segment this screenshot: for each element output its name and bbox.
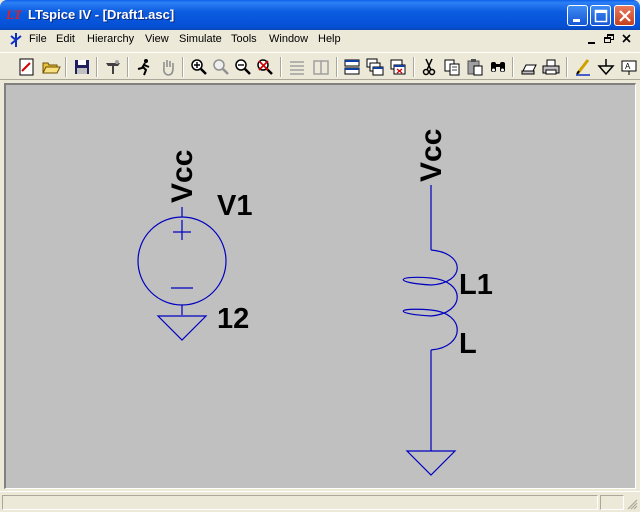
menu-file[interactable]: File bbox=[29, 33, 47, 45]
resize-grip-icon[interactable] bbox=[626, 498, 638, 510]
draw-wire-button[interactable] bbox=[573, 57, 593, 77]
cascade-button[interactable] bbox=[365, 57, 385, 77]
zoom-area-button[interactable] bbox=[211, 57, 231, 77]
open-folder-icon bbox=[41, 57, 61, 77]
v1-net-flag: Vcc bbox=[166, 150, 199, 203]
label-net-icon: A bbox=[619, 57, 639, 77]
status-pane-main bbox=[2, 495, 598, 510]
svg-text:A: A bbox=[625, 62, 631, 71]
schematic-drawing[interactable]: Vcc V1 12 Vcc L1 L bbox=[6, 85, 635, 488]
v1-name-label: V1 bbox=[217, 190, 252, 222]
doc-minimize-button[interactable] bbox=[584, 32, 600, 47]
toolbar: A bbox=[0, 52, 640, 80]
save-icon bbox=[72, 57, 92, 77]
close-button[interactable] bbox=[614, 5, 635, 26]
zoom-in-icon bbox=[189, 57, 209, 77]
open-button[interactable] bbox=[41, 57, 61, 77]
cut-icon bbox=[419, 57, 439, 77]
maximize-icon bbox=[591, 6, 612, 27]
l1-name-label: L1 bbox=[459, 269, 493, 301]
voltage-source-v1[interactable] bbox=[138, 207, 226, 340]
schematic-doc-icon[interactable] bbox=[8, 32, 24, 48]
ground-button[interactable] bbox=[596, 57, 616, 77]
print-button[interactable] bbox=[541, 57, 561, 77]
cascade-icon bbox=[365, 57, 385, 77]
close-icon bbox=[615, 6, 636, 27]
tile-windows-icon bbox=[342, 57, 362, 77]
pan-hand-icon bbox=[158, 57, 178, 77]
zoom-fit-button[interactable] bbox=[255, 57, 275, 77]
l1-net-flag: Vcc bbox=[415, 129, 448, 182]
l1-value-label: L bbox=[459, 328, 477, 360]
pan-button[interactable] bbox=[158, 57, 178, 77]
close-all-button[interactable] bbox=[388, 57, 408, 77]
schematic-canvas[interactable]: Vcc V1 12 Vcc L1 L bbox=[4, 83, 636, 489]
control-panel-button[interactable] bbox=[103, 57, 123, 77]
zoom-out-button[interactable] bbox=[233, 57, 253, 77]
title-bar[interactable]: LT LTspice IV - [Draft1.asc] bbox=[0, 0, 640, 30]
new-schematic-icon bbox=[17, 57, 37, 77]
menu-hierarchy[interactable]: Hierarchy bbox=[87, 33, 134, 45]
v1-value-label: 12 bbox=[217, 303, 249, 335]
zoom-area-icon bbox=[211, 57, 231, 77]
control-panel-icon bbox=[103, 57, 123, 77]
find-button[interactable] bbox=[488, 57, 508, 77]
paste-button[interactable] bbox=[465, 57, 485, 77]
copy-icon bbox=[442, 57, 462, 77]
run-button[interactable] bbox=[134, 57, 154, 77]
tile-windows-button[interactable] bbox=[342, 57, 362, 77]
menu-view[interactable]: View bbox=[145, 33, 169, 45]
zoom-out-icon bbox=[233, 57, 253, 77]
label-net-button[interactable]: A bbox=[619, 57, 639, 77]
paste-icon bbox=[465, 57, 485, 77]
doc-close-button[interactable] bbox=[619, 32, 635, 47]
minimize-icon bbox=[584, 32, 600, 47]
cut-button[interactable] bbox=[419, 57, 439, 77]
run-icon bbox=[134, 57, 154, 77]
copy-button[interactable] bbox=[442, 57, 462, 77]
print-icon bbox=[541, 57, 561, 77]
minimize-icon bbox=[568, 6, 589, 27]
maximize-button[interactable] bbox=[590, 5, 611, 26]
minimize-button[interactable] bbox=[567, 5, 588, 26]
menu-window[interactable]: Window bbox=[269, 33, 308, 45]
zoom-in-button[interactable] bbox=[189, 57, 209, 77]
inductor-l1[interactable] bbox=[403, 185, 457, 475]
close-all-icon bbox=[388, 57, 408, 77]
print-setup-icon bbox=[519, 57, 539, 77]
menu-edit[interactable]: Edit bbox=[56, 33, 75, 45]
restore-icon bbox=[601, 32, 617, 47]
tile-horizontal-button[interactable] bbox=[287, 57, 307, 77]
draw-wire-icon bbox=[573, 57, 593, 77]
tile-vertical-icon bbox=[311, 57, 331, 77]
tile-vertical-button[interactable] bbox=[311, 57, 331, 77]
status-bar bbox=[0, 491, 640, 512]
find-icon bbox=[488, 57, 508, 77]
status-pane-secondary bbox=[600, 495, 624, 510]
ltspice-logo-icon: LT bbox=[6, 7, 26, 23]
doc-restore-button[interactable] bbox=[601, 32, 617, 47]
tile-horizontal-icon bbox=[287, 57, 307, 77]
close-icon bbox=[619, 32, 635, 47]
window-title: LTspice IV - [Draft1.asc] bbox=[28, 7, 174, 22]
menu-help[interactable]: Help bbox=[318, 33, 341, 45]
menu-tools[interactable]: Tools bbox=[231, 33, 257, 45]
menu-simulate[interactable]: Simulate bbox=[179, 33, 222, 45]
new-schematic-button[interactable] bbox=[17, 57, 37, 77]
ground-icon bbox=[596, 57, 616, 77]
menu-bar: File Edit Hierarchy View Simulate Tools … bbox=[0, 30, 640, 50]
save-button[interactable] bbox=[72, 57, 92, 77]
zoom-fit-icon bbox=[255, 57, 275, 77]
print-setup-button[interactable] bbox=[519, 57, 539, 77]
